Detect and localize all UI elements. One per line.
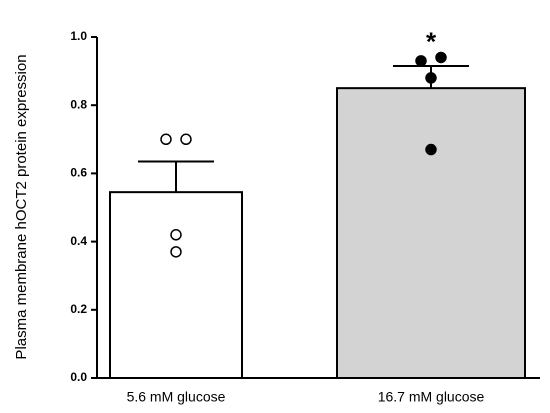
bar — [336, 87, 526, 380]
bar — [109, 191, 243, 379]
data-point — [435, 51, 447, 64]
y-tick-label: 1.0 — [70, 29, 87, 43]
annotation: * — [426, 26, 437, 56]
data-point — [170, 246, 182, 258]
y-axis-label: Plasma membrane hOCT2 protein expression — [13, 54, 30, 359]
y-tick-label: 0.4 — [70, 234, 87, 248]
y-tick-label: 0.8 — [70, 97, 87, 111]
y-tick-label: 0.6 — [70, 166, 87, 180]
data-point — [425, 72, 437, 84]
data-point — [180, 133, 192, 146]
data-point — [160, 133, 172, 146]
y-tick-label: 0.2 — [70, 302, 87, 316]
x-tick-label: 16.7 mM glucose — [378, 389, 485, 405]
data-point — [170, 229, 182, 241]
data-point — [425, 143, 437, 156]
y-tick-label: 0.0 — [70, 370, 87, 384]
x-tick-label: 5.6 mM glucose — [127, 389, 226, 405]
data-point — [415, 55, 427, 67]
